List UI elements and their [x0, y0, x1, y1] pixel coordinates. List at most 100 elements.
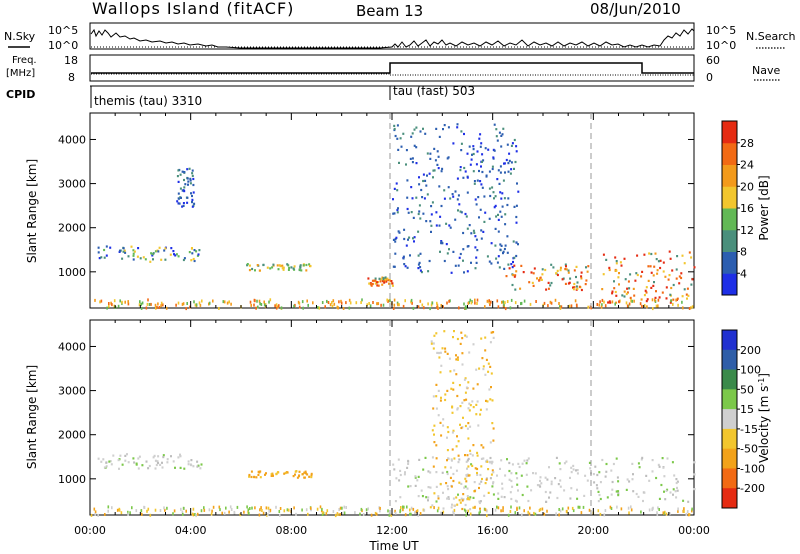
heatmap-cell: [491, 460, 494, 463]
heatmap-cell: [192, 183, 195, 187]
heatmap-cell: [254, 506, 256, 510]
heatmap-cell: [437, 506, 440, 510]
power-ylabel: Slant Range [km]: [25, 159, 39, 263]
heatmap-cell: [623, 257, 626, 260]
heatmap-cell: [596, 473, 599, 477]
heatmap-cell: [655, 476, 658, 480]
heatmap-cell: [403, 263, 406, 266]
heatmap-cell: [480, 142, 483, 145]
heatmap-cell: [654, 298, 656, 302]
heatmap-cell: [499, 243, 502, 246]
heatmap-cell: [191, 169, 194, 172]
heatmap-cell: [457, 461, 460, 464]
heatmap-cell: [605, 258, 608, 261]
colorbar-swatch: [722, 208, 737, 231]
heatmap-cell: [675, 478, 678, 481]
heatmap-cell: [305, 263, 308, 267]
heatmap-cell: [668, 250, 671, 253]
heatmap-cell: [354, 511, 356, 515]
heatmap-cell: [474, 198, 477, 201]
heatmap-cell: [508, 461, 511, 465]
heatmap-cell: [147, 467, 150, 470]
heatmap-cell: [489, 398, 492, 401]
heatmap-cell: [183, 186, 186, 189]
heatmap-cell: [192, 177, 195, 181]
heatmap-cell: [465, 386, 468, 389]
heatmap-cell: [411, 157, 414, 160]
heatmap-cell: [545, 500, 548, 503]
heatmap-cell: [529, 506, 531, 510]
heatmap-cell: [476, 454, 479, 457]
heatmap-cell: [513, 275, 516, 278]
heatmap-cell: [482, 446, 485, 449]
heatmap-cell: [432, 465, 435, 468]
heatmap-cell: [497, 218, 500, 221]
heatmap-cell: [466, 497, 469, 501]
heatmap-cell: [236, 505, 239, 509]
heatmap-cell: [404, 299, 406, 303]
heatmap-cell: [418, 183, 421, 186]
heatmap-cell: [276, 471, 279, 474]
heatmap-cell: [396, 211, 399, 214]
heatmap-cell: [139, 300, 141, 304]
heatmap-cell: [298, 301, 301, 305]
heatmap-cell: [674, 490, 677, 493]
heatmap-cell: [662, 511, 665, 515]
heatmap-cell: [540, 278, 543, 281]
heatmap-cell: [419, 266, 422, 269]
heatmap-cell: [246, 263, 249, 266]
heatmap-cell: [482, 457, 485, 460]
heatmap-cell: [94, 513, 96, 516]
heatmap-cell: [479, 473, 482, 477]
heatmap-cell: [658, 465, 661, 468]
heatmap-cell: [615, 262, 618, 265]
heatmap-cell: [487, 491, 490, 494]
heatmap-cell: [438, 185, 441, 188]
heatmap-cell: [223, 300, 226, 304]
heatmap-cell: [308, 475, 311, 478]
heatmap-cell: [120, 511, 123, 515]
heatmap-cell: [191, 198, 194, 201]
heatmap-cell: [538, 484, 541, 487]
heatmap-cell: [248, 264, 251, 267]
heatmap-cell: [419, 512, 422, 515]
heatmap-cell: [436, 150, 439, 153]
heatmap-cell: [121, 257, 124, 260]
heatmap-cell: [419, 252, 422, 255]
heatmap-cell: [446, 470, 449, 474]
heatmap-cell: [693, 266, 696, 269]
heatmap-cell: [493, 197, 495, 200]
heatmap-cell: [132, 457, 135, 460]
heatmap-cell: [455, 358, 458, 361]
heatmap-cell: [464, 485, 467, 488]
heatmap-cell: [677, 509, 679, 513]
colorbar-swatch: [722, 229, 737, 252]
heatmap-cell: [474, 267, 477, 270]
heatmap-cell: [195, 303, 198, 307]
colorbar-swatch: [722, 251, 737, 274]
heatmap-cell: [584, 474, 587, 477]
heatmap-cell: [559, 485, 562, 488]
heatmap-cell: [310, 506, 312, 510]
heatmap-cell: [419, 130, 422, 133]
heatmap-cell: [439, 421, 442, 424]
heatmap-cell: [105, 461, 108, 464]
heatmap-cell: [457, 454, 460, 457]
heatmap-cell: [604, 475, 607, 478]
heatmap-cell: [656, 511, 658, 515]
heatmap-cell: [181, 205, 184, 208]
heatmap-cell: [105, 245, 108, 248]
heatmap-cell: [501, 487, 504, 490]
heatmap-cell: [513, 205, 516, 208]
heatmap-cell: [378, 506, 380, 510]
colorbar-swatch: [722, 164, 737, 187]
heatmap-cell: [558, 508, 560, 511]
heatmap-cell: [693, 473, 696, 476]
heatmap-cell: [480, 165, 482, 168]
heatmap-cell: [498, 131, 501, 134]
heatmap-cell: [669, 512, 671, 516]
heatmap-cell: [489, 477, 492, 480]
heatmap-cell: [522, 271, 525, 274]
heatmap-cell: [387, 279, 390, 282]
heatmap-cell: [671, 461, 674, 464]
